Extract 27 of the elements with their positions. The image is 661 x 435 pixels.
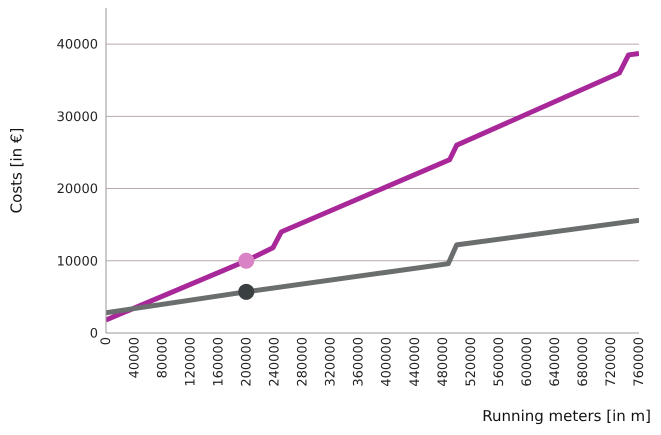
x-tick-label: 280000	[296, 337, 311, 387]
x-tick-label: 680000	[576, 337, 592, 387]
x-tick-label: 360000	[352, 337, 367, 387]
x-tick-label: 0	[99, 337, 114, 346]
x-tick-label: 720000	[604, 337, 620, 387]
y-tick-label: 0	[90, 326, 98, 342]
x-tick-label: 400000	[380, 337, 395, 387]
y-axis-title: Costs [in €]	[7, 128, 26, 214]
x-axis-title: Running meters [in m]	[482, 407, 651, 425]
x-tick-label: 320000	[324, 337, 339, 387]
x-tick-label: 560000	[492, 337, 507, 387]
x-tick-label: 600000	[520, 337, 536, 387]
x-tick-label: 120000	[183, 337, 198, 387]
x-tick-label: 160000	[211, 337, 226, 387]
y-tick-label: 20000	[56, 182, 98, 198]
x-tick-label: 200000	[239, 337, 254, 387]
x-tick-label: 40000	[127, 337, 142, 378]
x-tick-label: 240000	[268, 337, 283, 387]
x-tick-label: 80000	[155, 337, 170, 378]
x-tick-label: 520000	[464, 337, 479, 387]
x-tick-label: 760000	[632, 337, 648, 387]
x-tick-label: 640000	[548, 337, 564, 387]
x-tick-label: 480000	[436, 337, 451, 387]
y-tick-label: 40000	[56, 38, 98, 53]
y-tick-label: 10000	[56, 254, 98, 270]
y-tick-label: 30000	[56, 110, 98, 125]
x-tick-label: 440000	[408, 337, 423, 387]
